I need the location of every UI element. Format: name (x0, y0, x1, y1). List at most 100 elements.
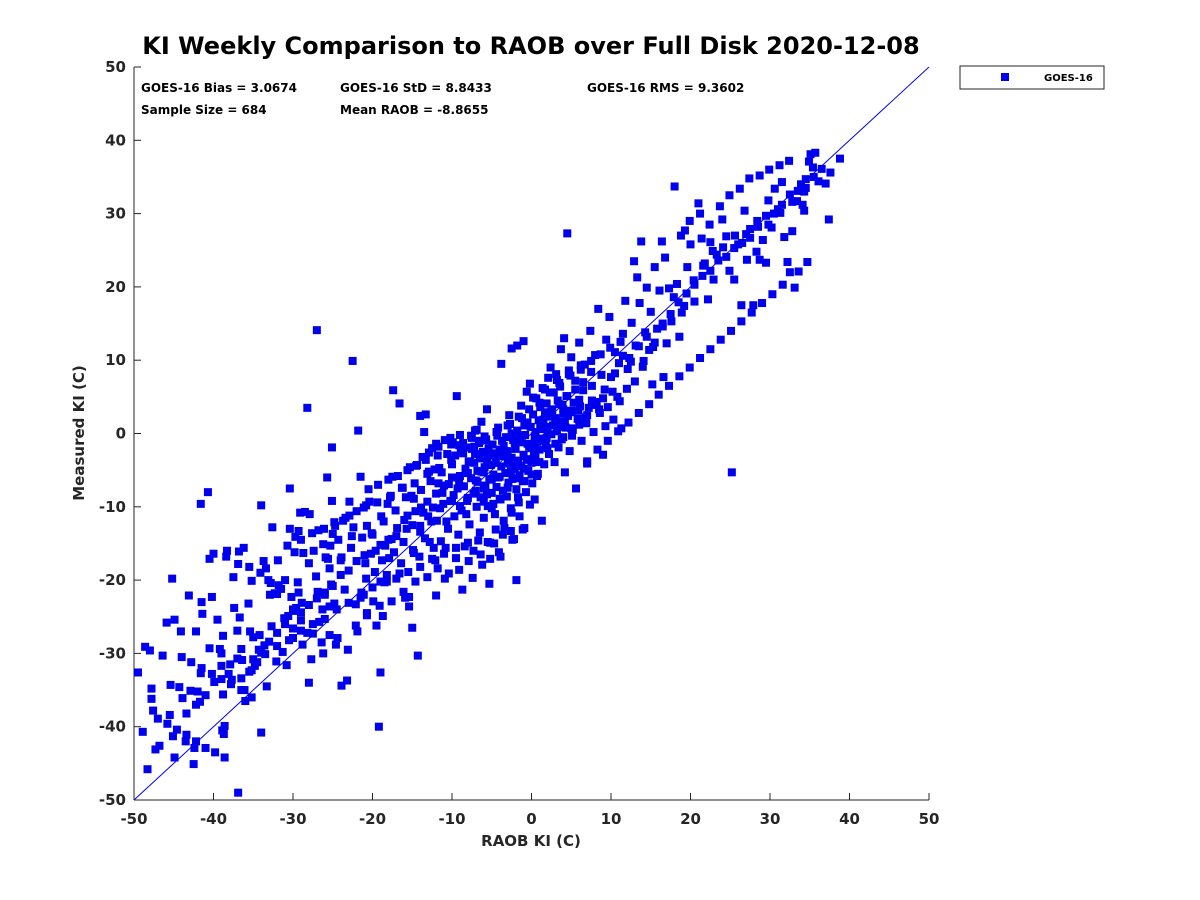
data-point (273, 556, 282, 565)
data-point (492, 483, 501, 492)
data-point (278, 647, 287, 656)
legend-marker-goes-16 (1001, 73, 1009, 81)
data-point (826, 168, 835, 177)
y-tick-label: 50 (105, 58, 126, 76)
data-point (740, 206, 749, 215)
data-point (344, 566, 353, 575)
data-point (492, 428, 501, 437)
data-point (489, 470, 498, 479)
data-point (215, 645, 224, 654)
data-point (804, 157, 813, 166)
data-point (467, 444, 476, 453)
data-point (432, 591, 441, 600)
data-point (703, 295, 712, 304)
data-point (374, 480, 383, 489)
data-point (696, 209, 705, 218)
data-point (372, 621, 381, 630)
data-point (722, 252, 731, 261)
data-point (522, 387, 531, 396)
data-point (783, 257, 792, 266)
data-point (440, 574, 449, 583)
data-point (575, 338, 584, 347)
data-point (334, 535, 343, 544)
data-point (634, 408, 643, 417)
data-point (455, 472, 464, 481)
data-point (650, 263, 659, 272)
data-point (401, 493, 410, 502)
data-point (697, 234, 706, 243)
data-point (391, 506, 400, 515)
data-point (499, 441, 508, 450)
data-point (205, 644, 214, 653)
data-point (474, 536, 483, 545)
data-point (574, 406, 583, 415)
x-tick-label: 40 (839, 810, 860, 828)
data-point (725, 191, 734, 200)
data-point (245, 562, 254, 571)
one-to-one-reference-line (133, 66, 930, 801)
data-point (742, 230, 751, 239)
data-point (371, 546, 380, 555)
data-point (398, 483, 407, 492)
data-point (467, 431, 476, 440)
data-point (147, 684, 156, 693)
data-point (563, 229, 572, 238)
data-point (545, 388, 554, 397)
data-point (207, 669, 216, 678)
data-point (375, 601, 384, 610)
data-point (318, 605, 327, 614)
data-point (614, 427, 623, 436)
data-point (451, 543, 460, 552)
data-point (307, 655, 316, 664)
data-point (594, 304, 603, 313)
data-point (758, 299, 767, 308)
data-point (337, 681, 346, 690)
data-point (529, 393, 538, 402)
data-point (358, 533, 367, 542)
stat-mean-raob: Mean RAOB = -8.8655 (340, 103, 488, 117)
data-point (347, 532, 356, 541)
data-point (621, 296, 630, 305)
data-point (265, 590, 274, 599)
data-point (287, 592, 296, 601)
data-point (528, 479, 537, 488)
data-point (155, 741, 164, 750)
data-point (377, 512, 386, 521)
data-point (654, 390, 663, 399)
data-point (485, 579, 494, 588)
data-point (516, 438, 525, 447)
data-point (237, 686, 246, 695)
data-point (326, 541, 335, 550)
data-point (340, 585, 349, 594)
data-point (738, 238, 747, 247)
data-point (495, 494, 504, 503)
data-point (476, 550, 485, 559)
data-point (495, 448, 504, 457)
data-point (418, 452, 427, 461)
data-point (458, 585, 467, 594)
data-point (235, 613, 244, 622)
data-point (299, 548, 308, 557)
data-point (665, 381, 674, 390)
data-point (642, 283, 651, 292)
data-point (498, 486, 507, 495)
data-point (514, 412, 523, 421)
data-point (452, 392, 461, 401)
data-point (312, 572, 321, 581)
data-point (653, 324, 662, 333)
data-point (544, 450, 553, 459)
data-point (277, 584, 286, 593)
data-point (466, 458, 475, 467)
data-point (537, 516, 546, 525)
data-point (187, 658, 196, 667)
data-point (222, 552, 231, 561)
data-point (491, 458, 500, 467)
data-point (471, 476, 480, 485)
data-point (403, 466, 412, 475)
data-point (835, 154, 844, 163)
data-point (361, 559, 370, 568)
data-point (642, 332, 651, 341)
data-point (513, 341, 522, 350)
data-point (568, 431, 577, 440)
